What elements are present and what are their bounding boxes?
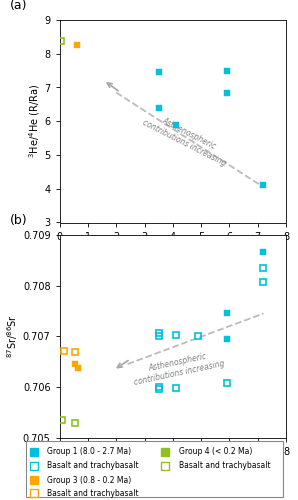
Text: Group 4 (< 0.2 Ma): Group 4 (< 0.2 Ma) [179, 447, 252, 456]
Text: Asthenospheric
contributions increasing: Asthenospheric contributions increasing [142, 108, 232, 168]
Text: Group 3 (0.8 - 0.2 Ma): Group 3 (0.8 - 0.2 Ma) [47, 476, 132, 485]
Y-axis label: $^{87}$Sr/$^{86}$Sr: $^{87}$Sr/$^{86}$Sr [5, 314, 20, 358]
Text: Basalt and trachybasalt: Basalt and trachybasalt [47, 489, 139, 498]
Text: Basalt and trachybasalt: Basalt and trachybasalt [179, 462, 270, 470]
Text: Group 1 (8.0 - 2.7 Ma): Group 1 (8.0 - 2.7 Ma) [47, 447, 131, 456]
Text: Basalt and trachybasalt: Basalt and trachybasalt [47, 462, 139, 470]
X-axis label: Time (Ma): Time (Ma) [147, 462, 199, 472]
Text: (a): (a) [10, 0, 27, 12]
Text: (b): (b) [10, 214, 27, 227]
Y-axis label: $^{3}$He/$^{4}$He (R/Ra): $^{3}$He/$^{4}$He (R/Ra) [27, 84, 41, 158]
X-axis label: Time (Ma): Time (Ma) [147, 247, 199, 257]
FancyBboxPatch shape [27, 440, 283, 497]
Text: Asthenospheric
contributions increasing: Asthenospheric contributions increasing [131, 348, 226, 387]
